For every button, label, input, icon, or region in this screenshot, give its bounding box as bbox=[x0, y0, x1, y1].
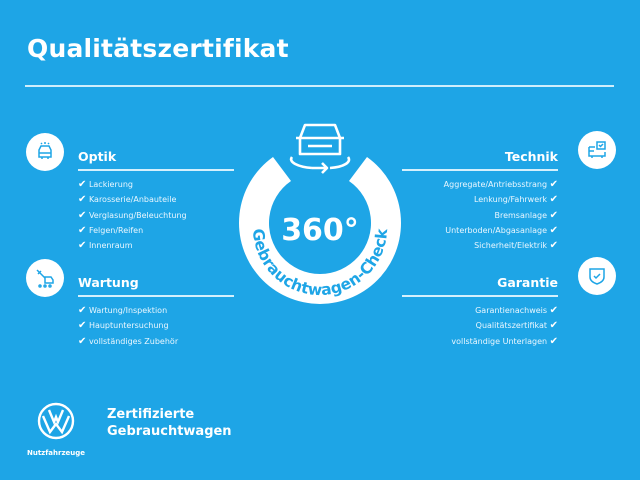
item-label: Garantienachweis bbox=[475, 306, 548, 315]
check-icon: ✔ bbox=[78, 179, 87, 190]
list-item: Bremsanlage ✔ bbox=[402, 208, 558, 223]
section-garantie: Garantie Garantienachweis ✔ Qualitätszer… bbox=[402, 275, 558, 349]
list-item: Garantienachweis ✔ bbox=[402, 303, 558, 318]
checklist-car-icon bbox=[578, 131, 616, 169]
logo-caption: Nutzfahrzeuge bbox=[26, 449, 86, 457]
check-icon: ✔ bbox=[549, 305, 558, 316]
section-title: Garantie bbox=[497, 275, 558, 290]
check-icon: ✔ bbox=[78, 194, 87, 206]
item-label: vollständige Unterlagen bbox=[451, 336, 548, 346]
list-item: ✔ Verglasung/Beleuchtung bbox=[78, 208, 234, 223]
list-item: ✔ vollständiges Zubehör bbox=[78, 334, 234, 349]
section-title: Technik bbox=[504, 149, 558, 164]
list-item: Qualitätszertifikat ✔ bbox=[402, 318, 558, 333]
section-wartung: Wartung ✔ Wartung/Inspektion ✔ Hauptunte… bbox=[78, 275, 234, 349]
item-label: Hauptuntersuchung bbox=[88, 321, 169, 331]
list-item: vollständige Unterlagen ✔ bbox=[402, 334, 558, 349]
item-label: Aggregate/Antriebsstrang bbox=[443, 180, 548, 189]
brand-text: Zertifizierte Gebrauchtwagen bbox=[107, 406, 232, 440]
item-label: Karosserie/Anbauteile bbox=[88, 195, 177, 205]
car-rotate-icon bbox=[289, 123, 351, 174]
item-label: Verglasung/Beleuchtung bbox=[88, 210, 187, 220]
brand-line-2: Gebrauchtwagen bbox=[107, 424, 232, 439]
check-icon: ✔ bbox=[78, 335, 87, 347]
item-label: Innenraum bbox=[88, 241, 133, 251]
check-icon: ✔ bbox=[549, 224, 558, 236]
section-divider bbox=[402, 169, 558, 171]
item-label: Sicherheit/Elektrik bbox=[474, 241, 548, 251]
section-title: Optik bbox=[78, 149, 117, 164]
section-title: Wartung bbox=[78, 275, 139, 290]
wrench-car-icon bbox=[26, 259, 64, 297]
section-optik: Optik ✔ Lackierung ✔ Karosserie/Anbautei… bbox=[78, 149, 234, 253]
360-check-badge: 360° Gebrauchtwagen-Check bbox=[239, 123, 401, 304]
check-icon: ✔ bbox=[78, 209, 87, 221]
item-label: Felgen/Reifen bbox=[88, 225, 144, 235]
list-item: ✔ Karosserie/Anbauteile bbox=[78, 192, 234, 207]
section-technik: Technik Aggregate/Antriebsstrang ✔ Lenku… bbox=[402, 149, 558, 253]
item-label: Wartung/Inspektion bbox=[88, 306, 168, 315]
list-item: ✔ Hauptuntersuchung bbox=[78, 318, 234, 333]
item-label: Qualitätszertifikat bbox=[475, 321, 548, 331]
check-icon: ✔ bbox=[78, 224, 87, 236]
vw-logo: Nutzfahrzeuge bbox=[26, 402, 86, 457]
check-icon: ✔ bbox=[549, 240, 558, 252]
check-icon: ✔ bbox=[549, 320, 558, 332]
brand-line-1: Zertifizierte bbox=[107, 407, 195, 422]
check-icon: ✔ bbox=[78, 320, 87, 332]
page-title: Qualitätszertifikat bbox=[27, 34, 289, 63]
item-label: Lackierung bbox=[88, 180, 133, 189]
check-icon: ✔ bbox=[549, 335, 558, 347]
list-item: Sicherheit/Elektrik ✔ bbox=[402, 238, 558, 253]
list-item: Lenkung/Fahrwerk ✔ bbox=[402, 192, 558, 207]
item-label: Unterboden/Abgasanlage bbox=[445, 225, 548, 235]
360-label: 360° bbox=[281, 213, 359, 248]
list-item: ✔ Lackierung bbox=[78, 177, 234, 192]
ring bbox=[239, 157, 401, 304]
check-icon: ✔ bbox=[78, 305, 87, 316]
item-label: vollständiges Zubehör bbox=[88, 336, 179, 346]
item-label: Lenkung/Fahrwerk bbox=[473, 195, 548, 205]
title-divider bbox=[25, 85, 614, 87]
check-icon: ✔ bbox=[549, 179, 558, 190]
section-divider bbox=[78, 169, 234, 171]
car-front-icon bbox=[26, 133, 64, 171]
list-item: ✔ Felgen/Reifen bbox=[78, 223, 234, 238]
shield-check-icon bbox=[578, 257, 616, 295]
item-label: Bremsanlage bbox=[494, 210, 548, 220]
vw-logo-icon bbox=[37, 402, 75, 440]
check-icon: ✔ bbox=[549, 194, 558, 206]
list-item: ✔ Wartung/Inspektion bbox=[78, 303, 234, 318]
list-item: ✔ Innenraum bbox=[78, 238, 234, 253]
check-icon: ✔ bbox=[78, 240, 87, 252]
list-item: Aggregate/Antriebsstrang ✔ bbox=[402, 177, 558, 192]
section-divider bbox=[78, 295, 234, 297]
list-item: Unterboden/Abgasanlage ✔ bbox=[402, 223, 558, 238]
check-icon: ✔ bbox=[549, 209, 558, 221]
section-divider bbox=[402, 295, 558, 297]
